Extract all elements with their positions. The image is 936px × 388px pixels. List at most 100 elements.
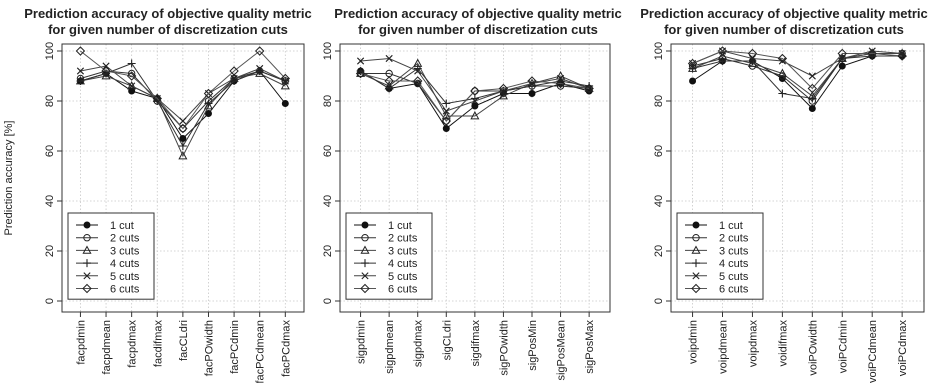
data-point [178,151,188,160]
data-point [808,72,816,80]
data-point [470,86,480,96]
legend-box [676,212,764,300]
x-tick-label: facpdmean [101,320,113,374]
data-point [555,78,566,89]
data-point [837,48,847,59]
data-point [127,69,136,78]
legend-label: 2 cuts [388,233,418,245]
data-point [498,91,508,100]
series-line [692,50,903,90]
y-tick-label: 0 [322,298,334,304]
data-point [747,48,758,59]
series-line [692,55,903,100]
legend-marker [692,272,700,280]
data-point [897,51,907,61]
chart-subtitle: for given number of discretization cuts [664,22,904,37]
series-6 [687,46,907,94]
data-point [203,101,214,110]
y-tick-label: 20 [653,245,665,257]
x-tick-label: voiPOwidth [807,320,819,376]
data-point [230,74,238,83]
legend-marker [361,259,369,268]
legend-label: 4 cuts [719,258,749,270]
data-point [126,71,137,81]
series-6 [75,46,291,134]
legend-marker [692,234,700,242]
x-tick-label: sigPosMin [527,320,539,371]
x-tick-label: voipdmin [688,320,700,364]
legend-box [67,212,155,300]
x-tick-label: facPCdmin [229,320,241,374]
chart-panel-3: Prediction accuracy of objective quality… [640,6,928,383]
legend-marker [83,221,91,229]
data-point [128,82,136,90]
data-point [584,83,594,94]
legend-label: 2 cuts [719,233,749,245]
y-tick-label: 80 [653,95,665,107]
y-tick-label: 60 [322,145,334,157]
data-point [384,76,394,86]
y-tick-label: 60 [44,145,56,157]
data-point [178,123,188,134]
y-tick-label: 0 [653,298,665,304]
data-point [385,84,394,93]
data-point [385,54,393,63]
y-tick-label: 20 [44,245,56,257]
x-tick-label: sigCLdri [441,320,453,360]
data-point [777,53,788,64]
data-point [718,57,727,65]
legend-label: 1 cut [110,220,134,232]
x-tick-label: sigdifmax [470,320,482,367]
data-point [808,105,816,112]
legend-label: 6 cuts [388,284,418,296]
y-tick-label: 60 [653,145,665,157]
data-point [179,135,187,142]
x-tick-label: facpdmin [75,320,87,365]
legend-marker [82,245,92,254]
data-point [807,83,818,94]
data-point [528,90,536,97]
legend-marker [361,272,369,280]
data-point [280,81,290,90]
data-point [777,68,787,77]
data-point [717,46,728,56]
data-point [281,100,289,107]
legend-marker [83,259,91,268]
legend-label: 1 cut [719,220,743,232]
data-point [471,97,479,105]
legend-label: 4 cuts [110,258,140,270]
data-point [356,57,365,65]
data-point [255,68,265,77]
data-point [127,81,137,90]
chart-title: Prediction accuracy of objective quality… [640,6,928,21]
x-tick-label: sigpdmin [356,320,368,364]
x-tick-label: voiPCdmean [867,320,879,383]
legend-label: 3 cuts [719,245,749,257]
series-line [692,50,903,77]
legend-marker [361,221,369,229]
chart-subtitle: for given number of discretization cuts [358,22,598,37]
legend-marker [83,234,91,242]
legend-label: 5 cuts [388,271,418,283]
data-point [689,77,697,85]
chart-panel-2: Prediction accuracy of objective quality… [322,6,622,381]
y-tick-label: 100 [653,42,665,60]
legend-label: 2 cuts [110,233,140,245]
legend-marker [360,283,370,294]
data-point [442,125,450,132]
data-point [442,107,450,115]
legend-marker [692,259,700,268]
legend-marker [83,272,91,280]
data-point [356,68,366,77]
data-point [179,117,187,125]
data-point [471,102,479,110]
data-point [280,73,291,84]
series-3 [356,58,594,120]
legend-label: 5 cuts [719,271,749,283]
chart-title: Prediction accuracy of objective quality… [334,6,622,21]
y-axis-label: Prediction accuracy [%] [3,121,15,236]
x-tick-label: voipdmean [717,320,729,374]
